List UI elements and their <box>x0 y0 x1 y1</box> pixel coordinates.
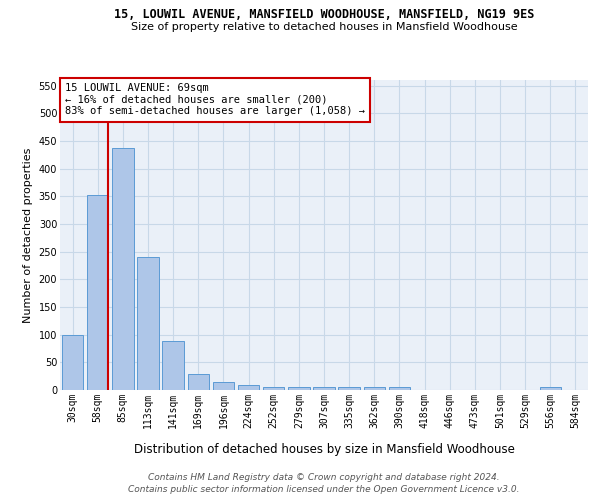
Bar <box>188 374 209 390</box>
Bar <box>137 257 158 390</box>
Bar <box>62 334 83 390</box>
Bar <box>364 386 385 390</box>
Bar <box>288 386 310 390</box>
Text: Contains HM Land Registry data © Crown copyright and database right 2024.: Contains HM Land Registry data © Crown c… <box>148 472 500 482</box>
Bar <box>112 148 134 390</box>
Bar <box>389 386 410 390</box>
Text: Distribution of detached houses by size in Mansfield Woodhouse: Distribution of detached houses by size … <box>134 442 514 456</box>
Bar <box>238 385 259 390</box>
Text: Size of property relative to detached houses in Mansfield Woodhouse: Size of property relative to detached ho… <box>131 22 517 32</box>
Text: Contains public sector information licensed under the Open Government Licence v3: Contains public sector information licen… <box>128 485 520 494</box>
Bar <box>313 386 335 390</box>
Bar <box>213 382 234 390</box>
Y-axis label: Number of detached properties: Number of detached properties <box>23 148 33 322</box>
Bar <box>263 386 284 390</box>
Bar <box>87 194 109 390</box>
Text: 15 LOUWIL AVENUE: 69sqm
← 16% of detached houses are smaller (200)
83% of semi-d: 15 LOUWIL AVENUE: 69sqm ← 16% of detache… <box>65 83 365 116</box>
Text: 15, LOUWIL AVENUE, MANSFIELD WOODHOUSE, MANSFIELD, NG19 9ES: 15, LOUWIL AVENUE, MANSFIELD WOODHOUSE, … <box>114 8 534 20</box>
Bar <box>163 342 184 390</box>
Bar <box>338 386 360 390</box>
Bar <box>539 386 561 390</box>
